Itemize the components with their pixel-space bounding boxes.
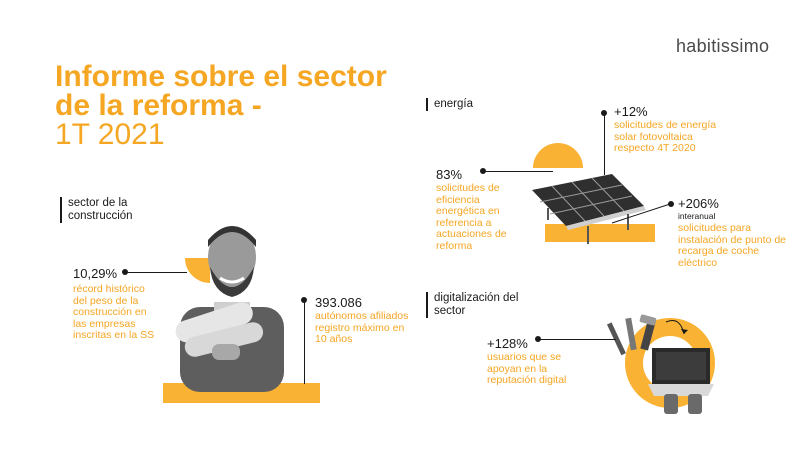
- digital-section-label: digitalización del sector: [426, 292, 534, 318]
- energy-stat-3-leader: [611, 203, 671, 224]
- worker-photo-icon: [175, 226, 284, 392]
- energy-stat-2-leader: [483, 171, 553, 172]
- energy-stat-3-sub: interanual: [678, 211, 716, 221]
- construction-stat-2-dot: [301, 297, 307, 303]
- energy-stat-1-dot: [601, 110, 607, 116]
- construction-stat-1-leader: [125, 272, 187, 273]
- energy-stat-3-dot: [668, 201, 674, 207]
- construction-section-label: sector de la construcción: [60, 197, 158, 223]
- energy-stat-1-desc: solicitudes de energía solar fotovoltaic…: [614, 119, 717, 154]
- energy-stat-3-value: +206%: [678, 196, 719, 211]
- construction-stat-1-desc: récord histórico del peso de la construc…: [73, 283, 155, 341]
- construction-stat-1-dot: [122, 269, 128, 275]
- orange-arc-decoration: [185, 258, 210, 283]
- construction-stat-2-leader: [304, 300, 305, 384]
- page-title: Informe sobre el sector de la reforma - …: [55, 60, 387, 151]
- brand-logo: habitissimo: [676, 36, 770, 56]
- digital-stat-1-desc: usuarios que se apoyan en la reputación …: [487, 351, 567, 386]
- solar-panel-icon: [532, 174, 646, 244]
- construction-stat-1-value: 10,29%: [73, 266, 118, 281]
- digital-stat-1-leader: [538, 339, 616, 340]
- energy-stat-2-desc: solicitudes de eficiencia energética en …: [436, 182, 507, 252]
- tools-laptop-icon: [607, 314, 714, 414]
- energy-stat-1-leader: [604, 113, 605, 175]
- energy-stat-3-desc: solicitudes para instalación de punto de…: [678, 222, 786, 269]
- title-line-2: de la reforma -: [55, 89, 262, 122]
- construction-stat-2-value: 393.086: [315, 295, 362, 310]
- energy-section-label: energía: [426, 98, 473, 111]
- construction-stat-2-desc: autónomos afiliados registro máximo en 1…: [315, 310, 409, 345]
- title-line-1: Informe sobre el sector: [55, 60, 387, 93]
- energy-stat-1-value: +12%: [614, 104, 648, 119]
- digital-stat-1-value: +128%: [487, 336, 528, 351]
- title-line-3: 1T 2021: [55, 118, 165, 151]
- energy-stat-2-value: 83%: [436, 167, 463, 182]
- energy-arc-decoration: [533, 143, 583, 168]
